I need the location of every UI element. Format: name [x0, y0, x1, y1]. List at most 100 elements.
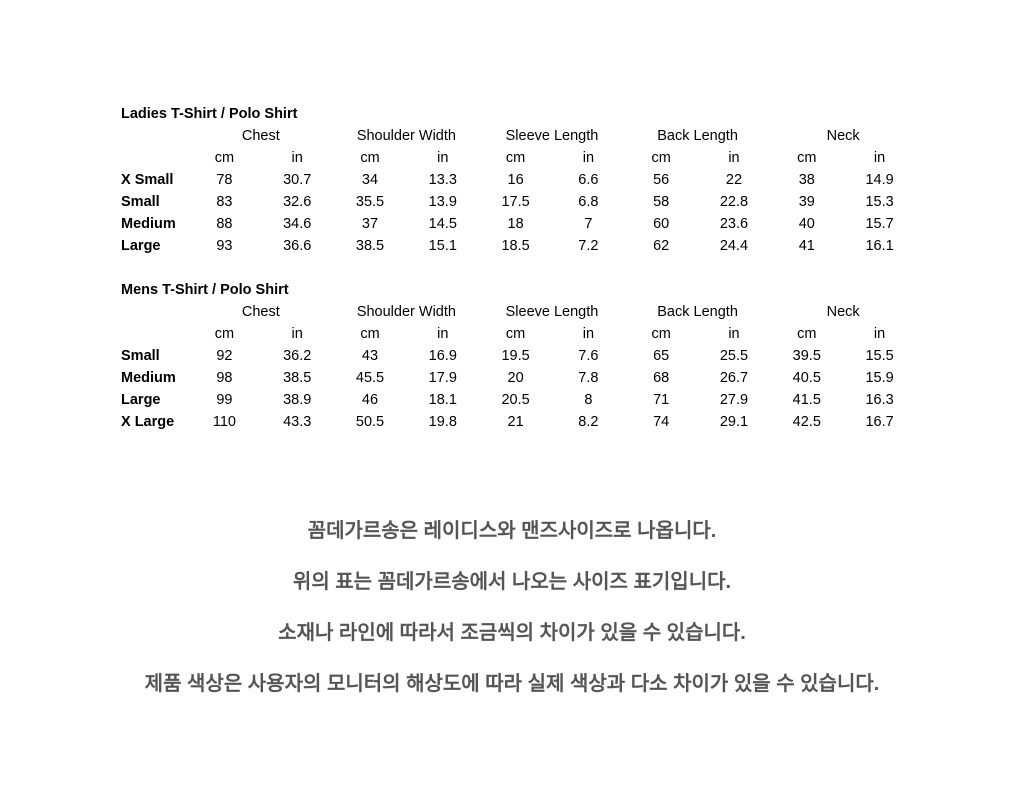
value-cell: 16.7	[865, 414, 894, 430]
value-cell: 13.9	[428, 194, 457, 210]
value-cell: 46	[361, 392, 379, 408]
value-cell: 45.5	[355, 370, 385, 386]
value-cell: 19.8	[428, 414, 457, 430]
value-cell: 50.5	[355, 414, 385, 430]
value-cell: 99	[216, 392, 233, 408]
value-cell: 78	[216, 172, 233, 188]
note-line: 제품 색상은 사용자의 모니터의 해상도에 따라 실제 색상과 다소 차이가 있…	[144, 673, 880, 695]
measurement-header: Shoulder Width	[356, 304, 456, 320]
value-cell: 93	[216, 238, 233, 254]
value-cell: 38.5	[283, 370, 312, 386]
size-label: Medium	[121, 370, 176, 386]
table-row: Large 99 38.9 46 18.1 20.5 8 71 27.9 41.5 16.3	[121, 389, 916, 411]
value-cell: 88	[216, 216, 233, 232]
size-label: X Small	[121, 172, 174, 188]
value-cell: 17.5	[501, 194, 530, 210]
value-cell: 6.8	[578, 194, 599, 210]
unit-header: in	[291, 326, 303, 342]
value-cell: 65	[653, 348, 670, 364]
table-row: Medium 88 34.6 37 14.5 18 7 60 23.6 40 15.7	[121, 213, 916, 235]
value-cell: 43	[361, 348, 379, 364]
value-cell: 41	[798, 238, 815, 254]
unit-header: in	[582, 326, 595, 342]
unit-header-row: cm in cm in cm in cm in cm in	[121, 323, 916, 345]
size-label: Medium	[121, 216, 176, 232]
blank-cell	[121, 301, 188, 323]
table-title: Ladies T-Shirt / Polo Shirt	[121, 106, 298, 122]
value-cell: 14.5	[428, 216, 457, 232]
value-cell: 8	[584, 392, 593, 408]
value-cell: 25.5	[719, 348, 749, 364]
note-line: 위의 표는 꼼데가르송에서 나오는 사이즈 표기입니다.	[292, 571, 732, 593]
table-row: Small 83 32.6 35.5 13.9 17.5 6.8 58 22.8 39 15.3	[121, 191, 916, 213]
size-label: X Large	[121, 414, 175, 430]
value-cell: 15.7	[865, 216, 894, 232]
measurement-header: Back Length	[657, 128, 738, 144]
value-cell: 36.6	[283, 238, 312, 254]
value-cell: 38	[798, 172, 815, 188]
value-cell: 74	[653, 414, 670, 430]
unit-header: cm	[505, 150, 526, 166]
value-cell: 20.5	[501, 392, 530, 408]
value-cell: 24.4	[719, 238, 749, 254]
value-cell: 30.7	[283, 172, 312, 188]
value-cell: 36.2	[283, 348, 312, 364]
unit-header: cm	[797, 150, 817, 166]
value-cell: 22.8	[719, 194, 749, 210]
unit-header: cm	[360, 150, 380, 166]
value-cell: 83	[216, 194, 233, 210]
value-cell: 16.1	[865, 238, 894, 254]
unit-header: cm	[651, 150, 671, 166]
size-label: Large	[121, 392, 161, 408]
value-cell: 38.9	[283, 392, 312, 408]
value-cell: 58	[653, 194, 670, 210]
value-cell: 62	[653, 238, 670, 254]
blank-cell	[121, 125, 188, 147]
unit-header: in	[873, 326, 886, 342]
value-cell: 26.7	[719, 370, 749, 386]
value-cell: 18	[507, 216, 524, 232]
measurement-header: Chest	[241, 128, 280, 144]
value-cell: 71	[653, 392, 670, 408]
unit-header: cm	[214, 326, 235, 342]
value-cell: 68	[653, 370, 670, 386]
value-cell: 7	[584, 216, 593, 232]
value-cell: 16.3	[865, 392, 894, 408]
ladies-size-table: Ladies T-Shirt / Polo Shirt Chest Shoulder…	[121, 103, 916, 257]
measurement-header: Shoulder Width	[356, 128, 456, 144]
unit-header: in	[873, 150, 886, 166]
value-cell: 18.1	[428, 392, 457, 408]
table-row: X Large 110 43.3 50.5 19.8 21 8.2 74 29.1 42.5 16.…	[121, 411, 916, 433]
table-row: X Small 78 30.7 34 13.3 16 6.6 56 22 38 14.9	[121, 169, 916, 191]
value-cell: 7.6	[578, 348, 599, 364]
value-cell: 15.5	[865, 348, 894, 364]
value-cell: 18.5	[501, 238, 530, 254]
unit-header: cm	[797, 326, 817, 342]
group-header-row: Chest Shoulder Width Sleeve Length Back Len…	[121, 125, 916, 147]
size-notes: 꼼데가르송은 레이디스와 맨즈사이즈로 나옵니다. 위의 표는 꼼데가르송에서 …	[0, 516, 1024, 720]
size-label: Small	[121, 194, 160, 210]
table-row: Medium 98 38.5 45.5 17.9 20 7.8 68 26.7 40.5 15.9	[121, 367, 916, 389]
unit-header: cm	[214, 150, 235, 166]
unit-header: cm	[651, 326, 671, 342]
value-cell: 14.9	[865, 172, 894, 188]
value-cell: 23.6	[719, 216, 749, 232]
value-cell: 22	[725, 172, 743, 188]
table-row: Large 93 36.6 38.5 15.1 18.5 7.2 62 24.4 41 16.1	[121, 235, 916, 257]
measurement-header: Back Length	[657, 304, 738, 320]
value-cell: 7.2	[578, 238, 599, 254]
value-cell: 15.9	[865, 370, 894, 386]
size-label: Small	[121, 348, 160, 364]
measurement-header: Sleeve Length	[505, 128, 599, 144]
group-header-row: Chest Shoulder Width Sleeve Length Back Len…	[121, 301, 916, 323]
value-cell: 29.1	[719, 414, 749, 430]
value-cell: 34.6	[283, 216, 312, 232]
measurement-header: Neck	[826, 304, 860, 320]
value-cell: 17.9	[428, 370, 457, 386]
value-cell: 13.3	[428, 172, 457, 188]
unit-header: in	[728, 150, 740, 166]
value-cell: 6.6	[578, 172, 599, 188]
unit-header: cm	[505, 326, 526, 342]
value-cell: 20	[507, 370, 524, 386]
value-cell: 16	[507, 172, 524, 188]
